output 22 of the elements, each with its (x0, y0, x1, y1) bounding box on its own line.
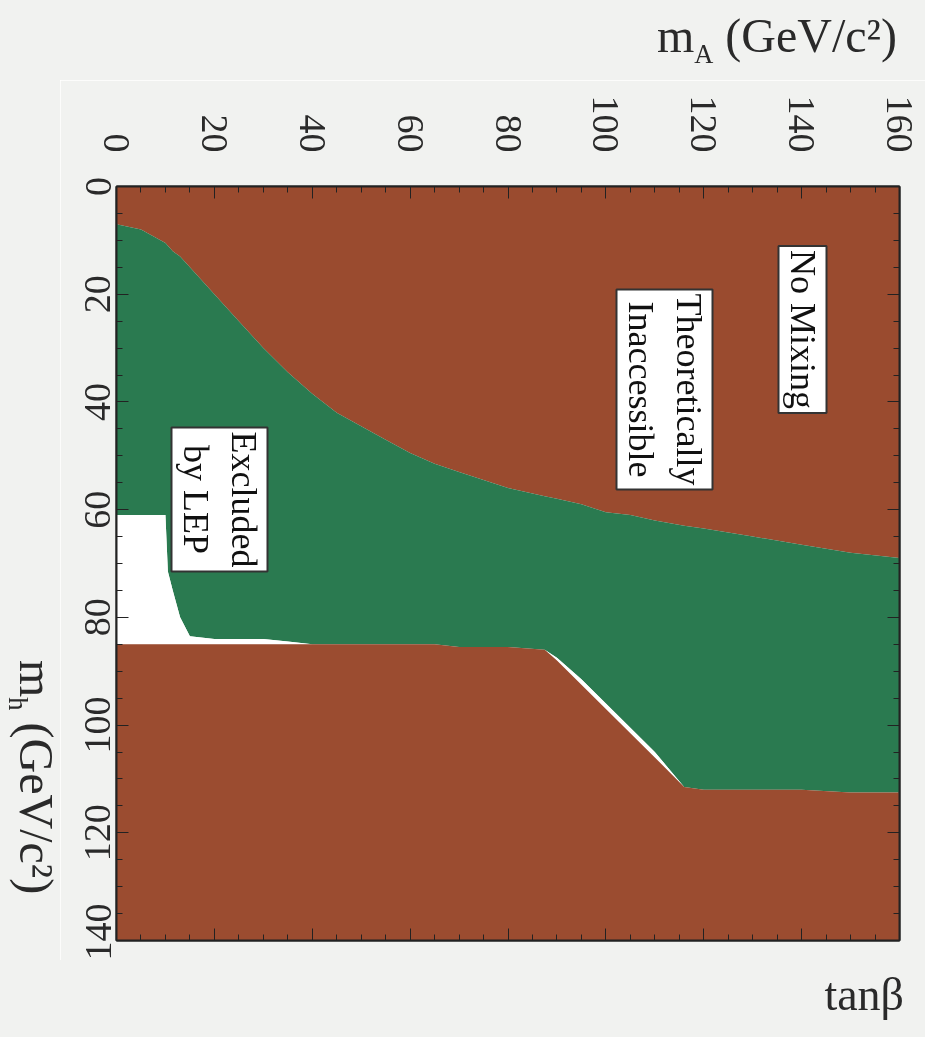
annotation: Theoretically Inaccessible (620, 293, 709, 486)
x-tick-label: 0 (96, 133, 138, 153)
y-tick-label: 100 (76, 696, 119, 754)
y-tick-label: 40 (76, 382, 119, 421)
y-tick-label: 140 (76, 903, 119, 961)
y-tick-label: 20 (76, 275, 119, 314)
x-tick-label: 60 (389, 114, 432, 153)
y-tick-label: 0 (76, 177, 119, 196)
y-tick-label: 60 (76, 490, 119, 529)
y-tick-label: 80 (76, 598, 119, 637)
x-tick-label: 120 (683, 95, 726, 153)
text: tanβ (0, 960, 925, 1037)
x-tick-label: 20 (193, 114, 236, 153)
x-tick-label: 160 (879, 95, 921, 153)
annotation: Excluded by LEP (175, 431, 264, 568)
x-tick-label: 80 (487, 114, 530, 153)
x-tick-label: 100 (585, 95, 628, 153)
annotation: No Mixing (782, 249, 823, 410)
x-axis-title: m$_{A}$ (GeV/c²) (0, 0, 925, 80)
x-tick-label: 140 (781, 95, 824, 153)
y-tick-label: 120 (76, 804, 119, 862)
x-tick-label: 40 (291, 114, 334, 153)
